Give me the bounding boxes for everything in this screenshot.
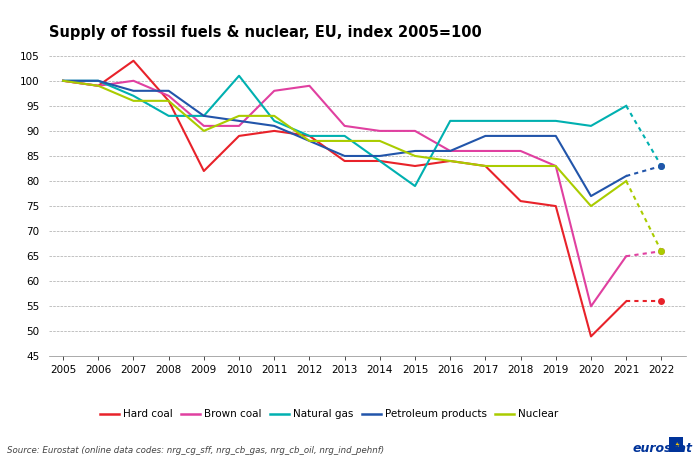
Text: ★: ★	[673, 441, 679, 448]
Text: Source: Eurostat (online data codes: nrg_cg_sff, nrg_cb_gas, nrg_cb_oil, nrg_ind: Source: Eurostat (online data codes: nrg…	[7, 446, 384, 455]
Text: Supply of fossil fuels & nuclear, EU, index 2005=100: Supply of fossil fuels & nuclear, EU, in…	[49, 26, 482, 40]
Text: eurostat: eurostat	[633, 442, 693, 455]
FancyBboxPatch shape	[669, 437, 683, 452]
Legend: Hard coal, Brown coal, Natural gas, Petroleum products, Nuclear: Hard coal, Brown coal, Natural gas, Petr…	[96, 405, 562, 424]
